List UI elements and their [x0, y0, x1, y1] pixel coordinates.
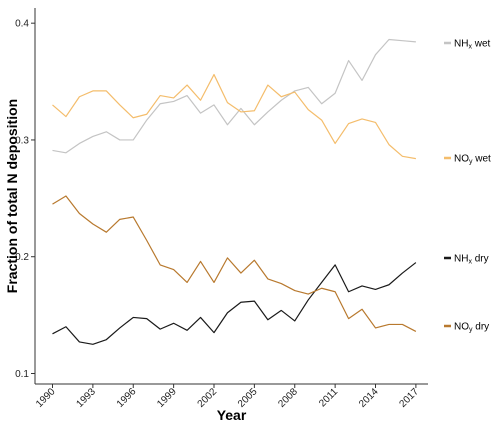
x-tick-label: 2014 [357, 386, 381, 410]
series-lines [52, 38, 417, 345]
legend-label: NOy dry [454, 322, 489, 334]
x-tick-label: 2017 [397, 386, 421, 410]
x-tick-label: 1990 [34, 386, 58, 410]
x-tick-label: 1999 [155, 386, 179, 410]
x-tick-label: 2008 [276, 386, 300, 410]
series-line-noy-wet [52, 73, 416, 160]
x-tick-label: 1993 [74, 386, 98, 410]
legend-label: NOy wet [454, 154, 491, 166]
series-line-nhx-dry [52, 262, 417, 345]
y-tick-label: 0.1 [15, 369, 29, 380]
y-tick-label: 0.2 [15, 252, 29, 263]
x-axis-title: Year [217, 407, 247, 423]
legend-label: NHx dry [454, 254, 489, 266]
x-tick-label: 2011 [317, 386, 340, 409]
series-line-noy-dry [52, 195, 417, 332]
legend-label: NHx wet [454, 39, 491, 51]
y-tick-label: 0.4 [15, 19, 29, 30]
legend: NHx wet NOy wet NHx dry NOy dry [444, 39, 491, 334]
x-tick-label: 1996 [115, 386, 139, 410]
y-axis-title: Fraction of total N deposition [4, 99, 20, 293]
y-tick-label: 0.3 [15, 135, 29, 146]
series-line-nhx-wet [52, 38, 416, 154]
